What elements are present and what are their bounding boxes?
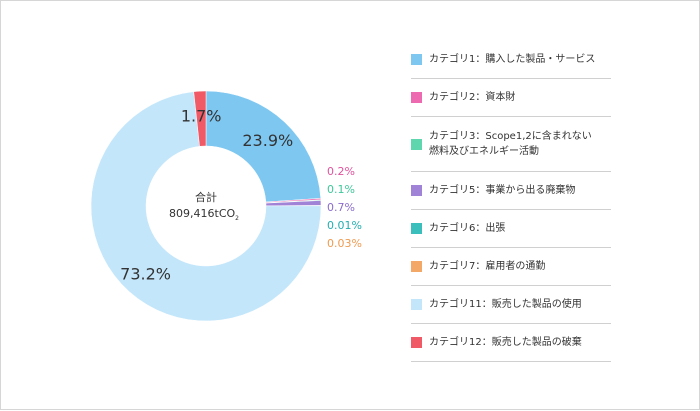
slice-label-7: 73.2% xyxy=(120,264,171,283)
legend-item-6: カテゴリ7：雇用者の通勤 xyxy=(411,248,611,286)
total-value-text: 809,416tCO xyxy=(169,207,235,220)
slice-label-3: 0.1% xyxy=(327,183,355,196)
legend-label: カテゴリ11：販売した製品の使用 xyxy=(429,297,582,312)
legend-item-4: カテゴリ5：事業から出る廃棄物 xyxy=(411,172,611,210)
legend-item-2: カテゴリ2：資本財 xyxy=(411,79,611,117)
legend-swatch xyxy=(411,139,422,150)
legend-swatch xyxy=(411,185,422,196)
slice-label-2: 0.2% xyxy=(327,165,355,178)
slice-label-4: 0.7% xyxy=(327,201,355,214)
legend-label: カテゴリ5：事業から出る廃棄物 xyxy=(429,183,575,198)
slice-label-1: 23.9% xyxy=(242,131,293,150)
total-label: 合計 xyxy=(195,190,217,204)
legend-swatch xyxy=(411,337,422,348)
legend-swatch xyxy=(411,261,422,272)
slice-label-8: 1.7% xyxy=(181,107,222,126)
legend-label: カテゴリ1：購入した製品・サービス xyxy=(429,52,595,67)
legend-item-3: カテゴリ3：Scope1,2に含まれない 燃料及びエネルギー活動 xyxy=(411,117,611,172)
legend-swatch xyxy=(411,223,422,234)
legend-swatch xyxy=(411,54,422,65)
legend-label: カテゴリ12：販売した製品の破棄 xyxy=(429,335,582,350)
legend-label: カテゴリ7：雇用者の通勤 xyxy=(429,259,545,274)
legend-item-8: カテゴリ12：販売した製品の破棄 xyxy=(411,324,611,362)
legend-label: カテゴリ6：出張 xyxy=(429,221,505,236)
legend-swatch xyxy=(411,299,422,310)
total-value: 809,416tCO2 xyxy=(169,207,239,222)
slice-label-6: 0.03% xyxy=(327,237,362,250)
legend-item-5: カテゴリ6：出張 xyxy=(411,210,611,248)
legend-label: カテゴリ3：Scope1,2に含まれない 燃料及びエネルギー活動 xyxy=(429,129,592,159)
total-unit-subscript: 2 xyxy=(235,215,239,222)
legend-swatch xyxy=(411,92,422,103)
legend-item-1: カテゴリ1：購入した製品・サービス xyxy=(411,41,611,79)
legend-label: カテゴリ2：資本財 xyxy=(429,90,515,105)
legend-item-7: カテゴリ11：販売した製品の使用 xyxy=(411,286,611,324)
legend: カテゴリ1：購入した製品・サービスカテゴリ2：資本財カテゴリ3：Scope1,2… xyxy=(411,41,611,362)
slice-label-5: 0.01% xyxy=(327,219,362,232)
